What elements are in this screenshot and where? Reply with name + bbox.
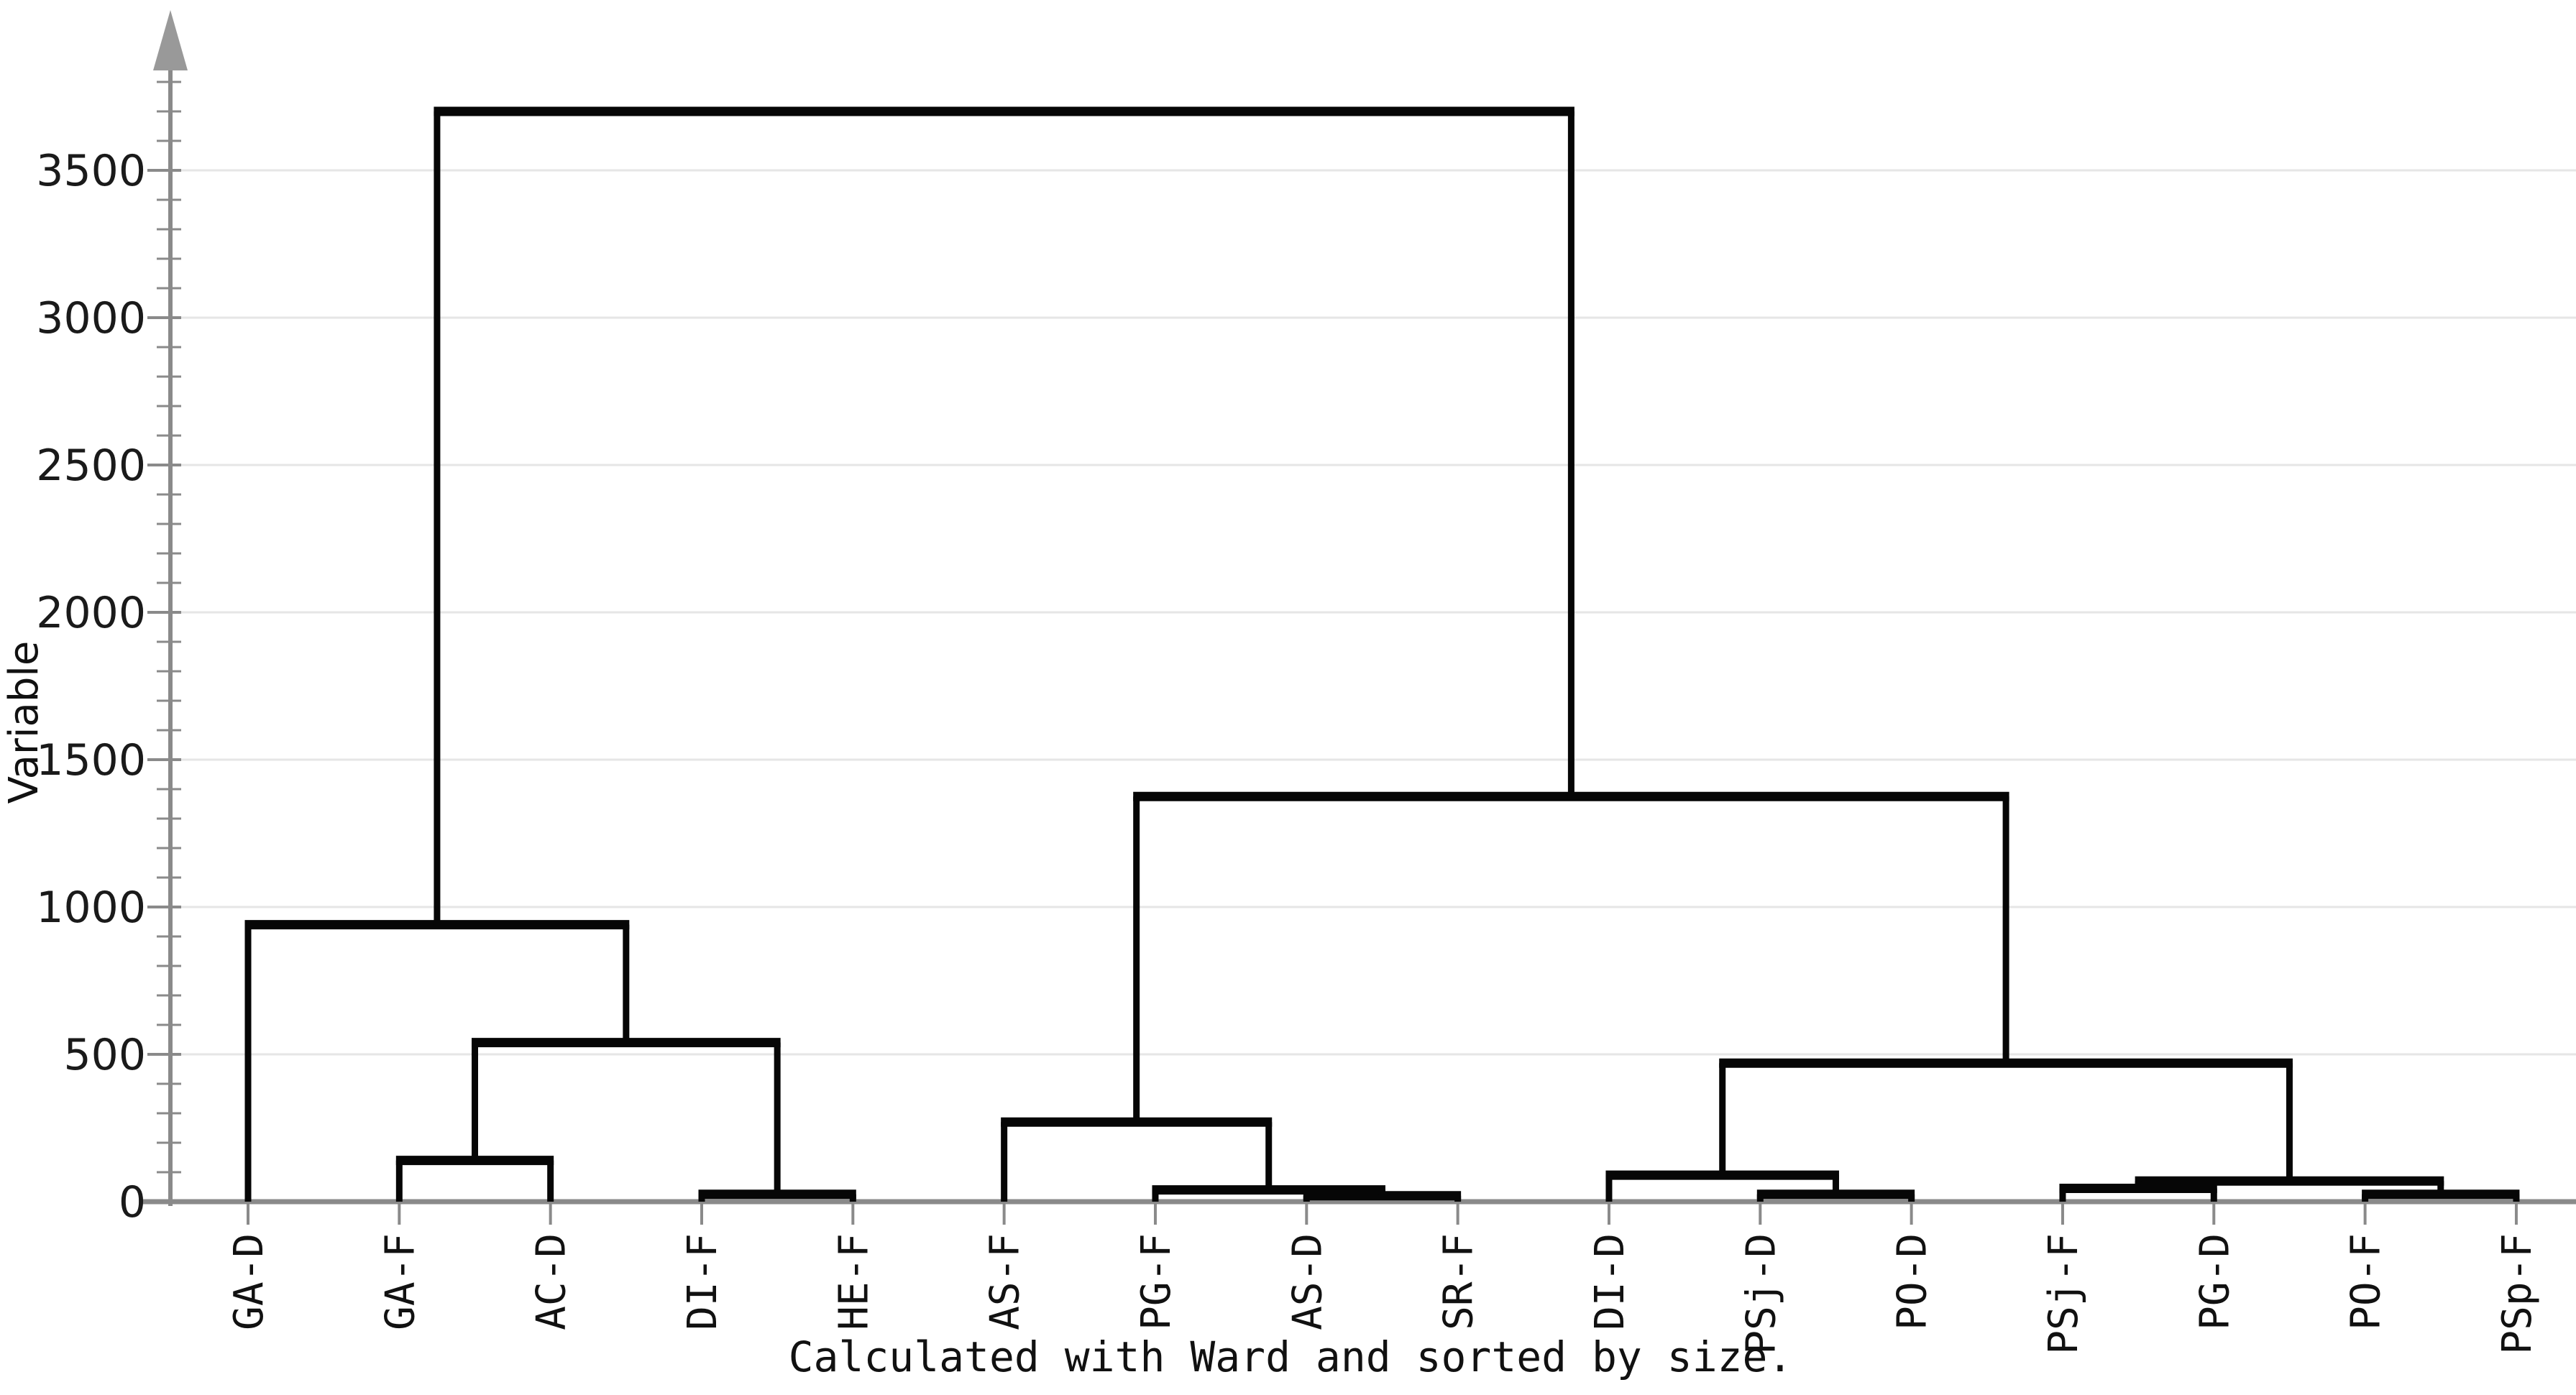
y-tick-label-3500: 3500	[36, 146, 146, 196]
y-tick-label-2000: 2000	[36, 588, 146, 638]
y-tick-label-1500: 1500	[36, 735, 146, 786]
leaf-label-PO-D: PO-D	[1889, 1233, 1936, 1330]
leaf-label-PSj-F: PSj-F	[2040, 1233, 2087, 1355]
y-axis-arrow-icon	[153, 10, 188, 70]
x-baseline	[139, 1199, 2576, 1225]
chart-caption: Calculated with Ward and sorted by size.	[789, 1332, 1793, 1381]
leaf-label-AS-D: AS-D	[1284, 1233, 1331, 1330]
leaf-label-GA-D: GA-D	[226, 1233, 272, 1330]
x-leaf-labels: GA-D GA-F AC-D DI-F HE-F AS-F PG-F AS-D SR-F DI-D…	[226, 1233, 2541, 1355]
y-tick-label-0: 0	[119, 1177, 146, 1228]
leaf-label-PSp-F: PSp-F	[2494, 1233, 2541, 1355]
leaf-label-HE-F: HE-F	[830, 1233, 877, 1330]
y-tick-label-3000: 3000	[36, 293, 146, 344]
y-tick-label-2500: 2500	[36, 441, 146, 491]
dendrogram-links	[244, 106, 2520, 1202]
leaf-label-PO-F: PO-F	[2343, 1233, 2390, 1330]
gridlines	[170, 169, 2576, 1056]
leaf-label-SR-F: SR-F	[1436, 1233, 1482, 1330]
y-axis-title: Variable	[1, 641, 47, 804]
leaf-label-GA-F: GA-F	[377, 1233, 423, 1330]
y-tick-labels: 0 500 1000 1500 2000 2500 3000 3500	[36, 146, 146, 1228]
y-tick-label-1000: 1000	[36, 883, 146, 933]
leaf-label-AC-D: AC-D	[528, 1233, 575, 1330]
leaf-label-PSj-D: PSj-D	[1738, 1233, 1784, 1355]
y-tick-label-500: 500	[63, 1030, 146, 1080]
leaf-label-DI-D: DI-D	[1587, 1233, 1633, 1330]
leaf-label-PG-D: PG-D	[2191, 1233, 2238, 1330]
y-axis	[147, 10, 188, 1206]
leaf-label-DI-F: DI-F	[679, 1233, 726, 1330]
leaf-label-PG-F: PG-F	[1133, 1233, 1180, 1330]
leaf-label-AS-F: AS-F	[982, 1233, 1029, 1330]
